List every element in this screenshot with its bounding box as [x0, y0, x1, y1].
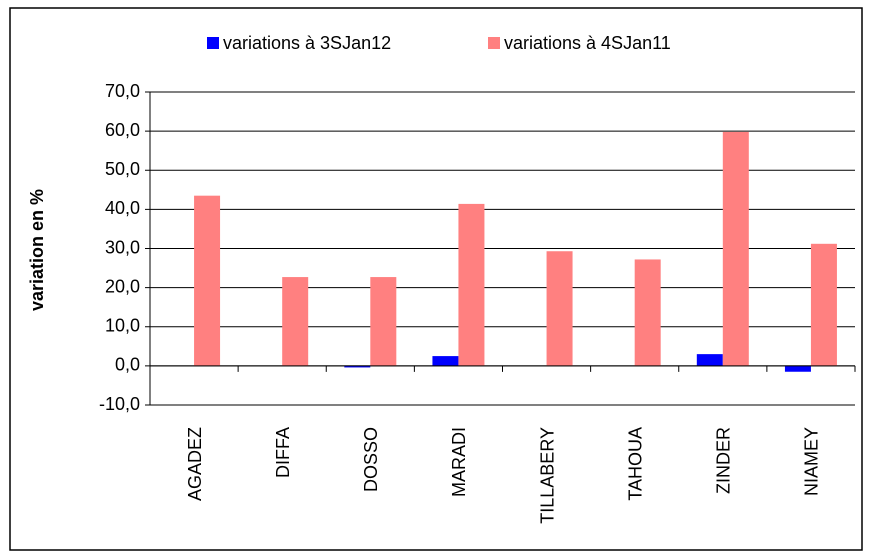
chart-border [9, 7, 863, 551]
bar [344, 365, 371, 368]
bar [696, 354, 723, 366]
bar [546, 251, 573, 366]
bar [370, 277, 397, 366]
y-tick-label: 60,0 [105, 120, 140, 140]
y-tick-label: 0,0 [115, 355, 140, 375]
y-tick-label: 20,0 [105, 276, 140, 296]
legend-label: variations à 4SJan11 [504, 33, 671, 53]
y-tick-label: 10,0 [105, 316, 140, 336]
bar [432, 356, 459, 366]
bar [810, 243, 837, 366]
bar [722, 131, 749, 366]
bar [784, 365, 811, 372]
y-tick-label: 30,0 [105, 237, 140, 257]
bar [458, 203, 485, 366]
bar [194, 195, 221, 366]
x-tick-label: AGADEZ [185, 427, 205, 501]
legend-swatch [488, 37, 500, 49]
bar [634, 259, 661, 366]
bar [282, 277, 309, 366]
legend-label: variations à 3SJan12 [223, 33, 391, 53]
x-tick-label: DIFFA [273, 427, 293, 478]
y-tick-label: 40,0 [105, 198, 140, 218]
x-tick-label: ZINDER [714, 427, 734, 494]
y-tick-label: -10,0 [99, 394, 140, 414]
x-tick-label: TILLABERY [537, 427, 557, 524]
legend-swatch [207, 37, 219, 49]
x-tick-label: NIAMEY [802, 427, 822, 496]
y-axis-label: variation en % [27, 189, 47, 311]
y-tick-label: 70,0 [105, 81, 140, 101]
x-tick-label: TAHOUA [625, 427, 645, 501]
x-tick-label: DOSSO [361, 427, 381, 492]
y-tick-label: 50,0 [105, 159, 140, 179]
x-tick-label: MARADI [449, 427, 469, 497]
